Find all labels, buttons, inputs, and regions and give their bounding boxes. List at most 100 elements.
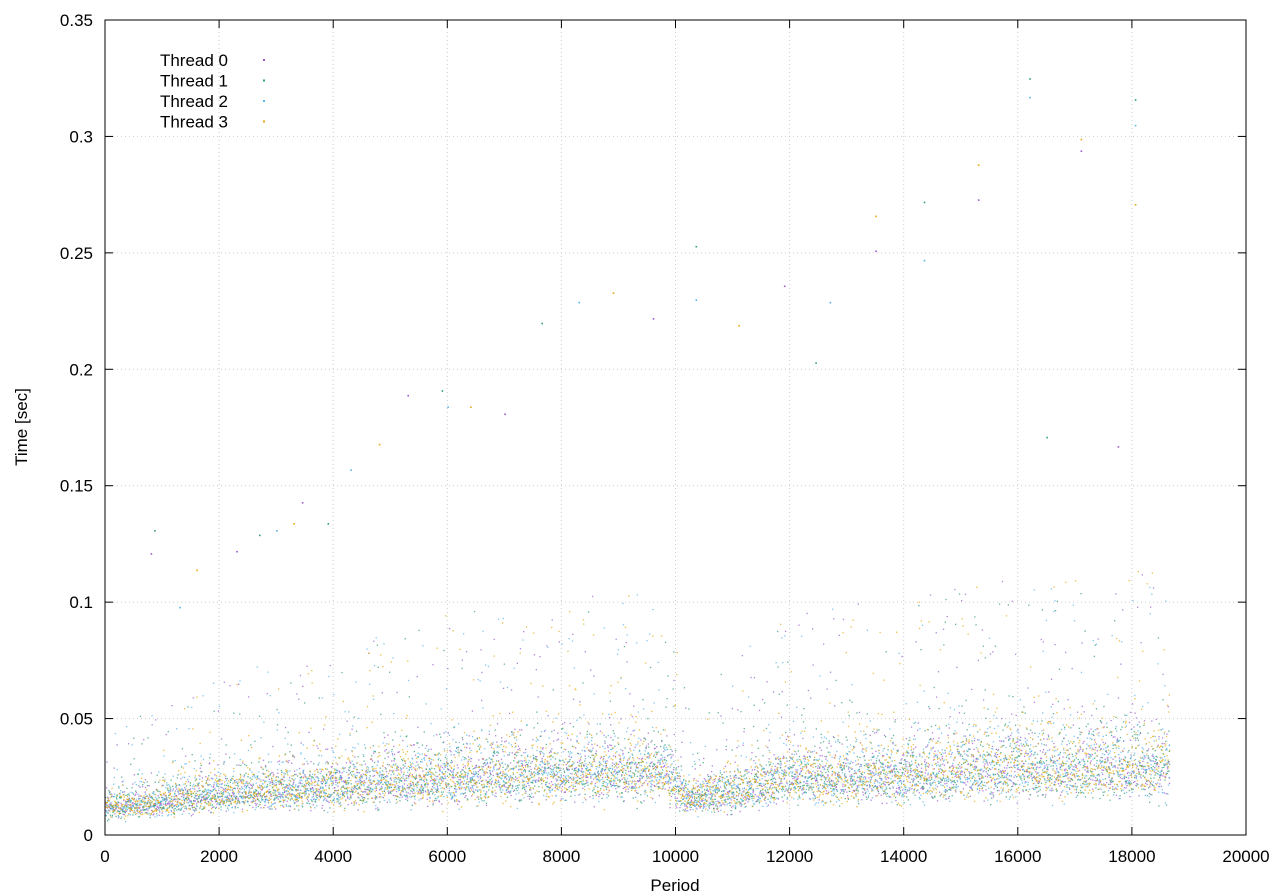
- data-point: [260, 789, 263, 791]
- data-point: [205, 796, 207, 798]
- data-point: [850, 774, 852, 776]
- data-point: [218, 789, 220, 791]
- data-point: [887, 784, 890, 786]
- data-point: [110, 796, 113, 798]
- data-point: [614, 745, 616, 747]
- data-point: [283, 786, 285, 789]
- data-point: [998, 775, 1000, 777]
- data-point: [582, 783, 584, 785]
- data-point: [907, 771, 909, 773]
- data-point: [558, 767, 560, 769]
- data-point: [313, 792, 315, 794]
- data-point: [211, 804, 214, 806]
- data-point: [1074, 775, 1076, 777]
- data-point: [620, 792, 623, 794]
- data-point: [372, 775, 374, 777]
- data-point: [381, 692, 383, 694]
- data-point: [901, 758, 903, 760]
- data-point: [183, 794, 185, 796]
- data-point: [919, 755, 921, 757]
- data-point: [376, 797, 378, 799]
- data-point: [705, 785, 707, 787]
- data-point: [364, 763, 367, 765]
- data-point: [475, 764, 477, 767]
- data-point: [226, 795, 228, 798]
- data-point: [806, 785, 809, 787]
- data-point: [463, 783, 465, 785]
- data-point: [199, 767, 201, 769]
- data-point: [694, 800, 696, 802]
- data-point: [244, 797, 247, 799]
- data-point: [984, 657, 987, 659]
- data-point: [854, 782, 857, 784]
- data-point: [245, 765, 248, 767]
- data-point: [719, 786, 722, 788]
- data-point: [488, 765, 490, 767]
- data-point: [678, 790, 680, 793]
- data-point: [576, 740, 578, 742]
- data-point: [961, 773, 963, 776]
- data-point: [626, 661, 628, 663]
- data-point: [177, 800, 179, 802]
- data-point: [516, 755, 518, 757]
- data-point: [1135, 717, 1137, 719]
- data-point: [924, 772, 927, 774]
- data-point: [168, 789, 170, 792]
- data-point: [949, 766, 951, 768]
- data-point: [342, 794, 345, 796]
- data-point: [177, 805, 179, 807]
- data-point: [724, 765, 726, 768]
- data-point: [362, 781, 364, 783]
- data-point: [632, 762, 634, 764]
- data-point: [226, 778, 228, 780]
- data-point: [1012, 782, 1014, 784]
- data-point: [244, 763, 246, 766]
- data-point: [996, 789, 999, 792]
- data-point: [700, 804, 702, 806]
- data-point: [1164, 776, 1167, 778]
- data-point: [655, 751, 657, 753]
- data-point: [147, 809, 149, 811]
- data-point: [117, 817, 120, 819]
- data-point: [448, 627, 451, 630]
- data-point: [915, 759, 917, 761]
- data-point: [412, 776, 415, 778]
- data-point: [400, 771, 403, 773]
- data-point: [224, 789, 226, 791]
- data-point: [1094, 780, 1096, 782]
- data-point: [649, 777, 651, 779]
- data-point: [753, 704, 755, 706]
- data-point: [1141, 574, 1143, 576]
- data-point: [952, 786, 954, 788]
- data-point: [1060, 764, 1062, 766]
- data-point: [360, 774, 362, 776]
- data-point: [360, 794, 362, 796]
- data-point: [1061, 780, 1064, 783]
- data-point: [790, 783, 792, 785]
- data-point: [280, 769, 283, 772]
- data-point: [948, 727, 950, 729]
- data-point: [182, 789, 184, 792]
- data-point: [646, 767, 648, 769]
- data-point: [784, 769, 786, 771]
- data-point: [840, 765, 842, 767]
- data-point: [602, 776, 604, 779]
- data-point: [286, 772, 288, 774]
- data-point: [387, 756, 389, 758]
- data-point: [568, 760, 570, 763]
- data-point: [804, 758, 806, 760]
- data-point: [816, 780, 818, 782]
- data-point: [793, 764, 795, 766]
- data-point: [503, 784, 506, 786]
- data-point: [173, 799, 175, 801]
- data-point: [724, 804, 726, 806]
- data-point: [758, 809, 760, 812]
- data-point: [1033, 701, 1036, 703]
- data-point: [991, 759, 994, 762]
- data-point: [826, 688, 828, 690]
- data-point: [880, 794, 882, 796]
- data-point: [395, 769, 397, 772]
- data-point: [856, 756, 859, 758]
- data-point: [569, 776, 572, 779]
- data-point: [401, 786, 404, 788]
